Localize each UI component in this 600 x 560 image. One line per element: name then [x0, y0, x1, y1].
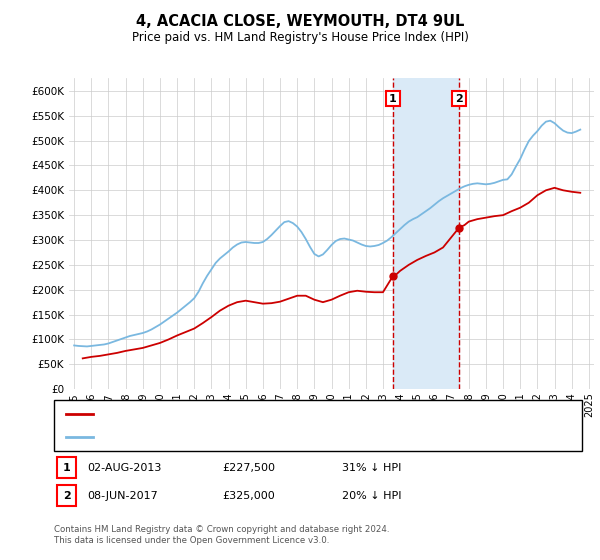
Text: 4, ACACIA CLOSE, WEYMOUTH, DT4 9UL: 4, ACACIA CLOSE, WEYMOUTH, DT4 9UL [136, 14, 464, 29]
Text: 1: 1 [63, 463, 70, 473]
Text: Price paid vs. HM Land Registry's House Price Index (HPI): Price paid vs. HM Land Registry's House … [131, 31, 469, 44]
Text: £325,000: £325,000 [222, 491, 275, 501]
Text: 08-JUN-2017: 08-JUN-2017 [87, 491, 158, 501]
Bar [393, 78, 459, 389]
Text: 1: 1 [389, 94, 397, 104]
Text: 4, ACACIA CLOSE, WEYMOUTH, DT4 9UL (detached house): 4, ACACIA CLOSE, WEYMOUTH, DT4 9UL (deta… [99, 409, 402, 419]
Text: HPI: Average price, detached house, Dorset: HPI: Average price, detached house, Dors… [99, 432, 326, 442]
Text: Contains HM Land Registry data © Crown copyright and database right 2024.
This d: Contains HM Land Registry data © Crown c… [54, 525, 389, 545]
Text: 2: 2 [455, 94, 463, 104]
Text: 02-AUG-2013: 02-AUG-2013 [87, 463, 161, 473]
Text: £227,500: £227,500 [222, 463, 275, 473]
Text: 2: 2 [63, 491, 70, 501]
Text: 20% ↓ HPI: 20% ↓ HPI [342, 491, 401, 501]
Text: 31% ↓ HPI: 31% ↓ HPI [342, 463, 401, 473]
